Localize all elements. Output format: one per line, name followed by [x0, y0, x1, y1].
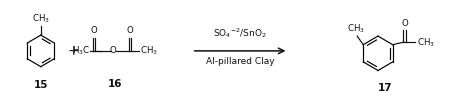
Text: O: O: [126, 26, 133, 35]
Text: CH$_3$: CH$_3$: [140, 45, 158, 57]
Text: +: +: [68, 44, 79, 58]
Text: SO$_4$$^{-2}$/SnO$_2$: SO$_4$$^{-2}$/SnO$_2$: [213, 26, 267, 40]
Text: CH$_3$: CH$_3$: [347, 22, 365, 35]
Text: O: O: [91, 26, 97, 35]
Text: Al-pillared Clay: Al-pillared Clay: [206, 57, 274, 66]
Text: O: O: [401, 19, 408, 28]
Text: CH$_3$: CH$_3$: [417, 36, 435, 48]
Text: H$_3$C: H$_3$C: [72, 45, 90, 57]
Text: CH$_3$: CH$_3$: [32, 12, 50, 25]
Text: 15: 15: [34, 80, 48, 90]
Text: O: O: [110, 46, 116, 55]
Text: 16: 16: [108, 79, 123, 89]
Text: 17: 17: [378, 83, 393, 93]
